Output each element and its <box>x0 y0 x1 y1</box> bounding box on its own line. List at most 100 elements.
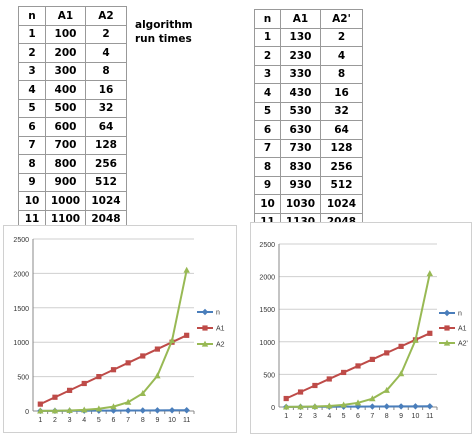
series-line-2 <box>40 269 188 412</box>
legend-marker <box>201 308 209 316</box>
table-row: 8 800 256 <box>18 154 127 174</box>
table-cell: 130 <box>280 27 321 47</box>
legend-marker <box>201 340 209 347</box>
table-cell: 8 <box>320 64 363 84</box>
table-cell: 4 <box>320 46 363 66</box>
chart-frame-1: 0 500 1000 1500 2000 2500 1 2 3 4 5 6 7 8 9 10 11 n A1 A2 <box>3 225 237 433</box>
legend-label: A1 <box>216 326 225 333</box>
y-tick-label: 500 <box>17 375 29 382</box>
data-point <box>52 394 58 400</box>
table-cell: 200 <box>45 43 86 63</box>
x-tick-label: 11 <box>183 417 190 424</box>
legend-marker <box>443 339 451 346</box>
table-cell: 2 <box>85 24 127 44</box>
data-point <box>154 346 161 352</box>
table-cell: 32 <box>85 98 127 118</box>
caption-line-1: algorithm <box>135 19 193 31</box>
table-row: 9 930 512 <box>254 175 363 195</box>
legend-label: n <box>216 310 220 317</box>
data-point <box>168 407 176 414</box>
table-cell: 512 <box>85 172 127 192</box>
table-row: 1 130 2 <box>254 27 363 47</box>
data-point <box>397 370 405 377</box>
x-tick-label: 6 <box>356 413 360 420</box>
data-point <box>154 372 161 379</box>
data-point <box>326 376 332 382</box>
table-cell: 16 <box>85 80 127 100</box>
x-tick-label: 7 <box>370 413 374 420</box>
data-point <box>426 403 434 410</box>
y-tick-label: 0 <box>25 409 29 416</box>
table-cell: 500 <box>45 98 86 118</box>
x-tick-label: 1 <box>284 413 288 420</box>
table-row: 7 730 128 <box>254 138 363 158</box>
data-point <box>326 402 333 409</box>
data-point <box>369 356 375 363</box>
table-cell: 32 <box>320 101 363 121</box>
table-header-row: n A1 A2 <box>18 6 127 26</box>
column-header-a2-prime: A2' <box>320 9 363 29</box>
table-cell: 900 <box>45 172 86 192</box>
data-point <box>397 403 405 410</box>
table-cell: 1024 <box>320 194 363 214</box>
table-row: 5 530 32 <box>254 101 363 121</box>
data-point <box>37 407 44 414</box>
legend-marker <box>443 309 451 317</box>
y-tick-label: 500 <box>263 372 275 379</box>
table-cell: 3 <box>18 61 46 81</box>
data-point <box>81 406 88 413</box>
data-point <box>427 330 433 336</box>
data-point <box>341 369 347 376</box>
column-header-n: n <box>254 9 281 29</box>
column-header-n: n <box>18 6 46 26</box>
table-cell: 64 <box>320 120 363 140</box>
table-caption: algorithm run times <box>135 18 215 46</box>
table-row: 7 700 128 <box>18 135 127 155</box>
table-row: 9 900 512 <box>18 172 127 192</box>
x-tick-label: 9 <box>399 413 403 420</box>
data-point <box>125 360 131 366</box>
data-point <box>383 386 390 393</box>
data-point <box>168 337 176 344</box>
data-table-1: n A1 A2 1 100 2 2 200 4 3 300 8 4 400 16 5 500 32 6 600 6… <box>18 6 127 229</box>
data-point <box>412 403 419 410</box>
table-cell: 6 <box>254 120 281 140</box>
y-tick-label: 1500 <box>259 307 275 314</box>
table-cell: 64 <box>85 117 127 137</box>
table-cell: 8 <box>85 61 127 81</box>
y-tick-label: 1000 <box>259 340 275 347</box>
table-row: 5 500 32 <box>18 98 127 118</box>
x-tick-label: 5 <box>342 413 346 420</box>
data-point <box>51 407 59 414</box>
line-chart-2: 0 500 1000 1500 2000 2500 1 2 3 4 5 6 7 8 9 10 11 n A1 A2' <box>259 242 467 420</box>
data-point <box>383 403 390 410</box>
table-cell: 7 <box>254 138 281 158</box>
table-cell: 700 <box>45 135 86 155</box>
x-tick-label: 8 <box>385 413 389 420</box>
data-point <box>66 387 73 393</box>
x-tick-label: 7 <box>126 417 130 424</box>
legend-marker <box>202 325 208 331</box>
data-point <box>354 399 362 406</box>
table-cell: 4 <box>85 43 127 63</box>
data-point <box>297 389 304 395</box>
x-tick-label: 5 <box>97 417 101 424</box>
data-point <box>369 395 376 402</box>
x-tick-label: 2 <box>299 413 303 420</box>
table-cell: 430 <box>280 83 321 103</box>
data-point <box>283 395 289 402</box>
data-point <box>154 407 161 414</box>
table-cell: 1 <box>18 24 46 44</box>
x-tick-label: 10 <box>168 417 176 424</box>
table-row: 4 430 16 <box>254 83 363 103</box>
table-cell: 4 <box>254 83 281 103</box>
column-header-a1: A1 <box>280 9 321 29</box>
table-row: 4 400 16 <box>18 80 127 100</box>
table-cell: 3 <box>254 64 281 84</box>
legend-marker <box>444 325 450 331</box>
table-header-row: n A1 A2' <box>254 9 363 29</box>
y-tick-label: 0 <box>271 405 275 412</box>
data-point <box>412 336 419 343</box>
table-cell: 9 <box>18 172 46 192</box>
y-tick-label: 2500 <box>259 242 275 249</box>
